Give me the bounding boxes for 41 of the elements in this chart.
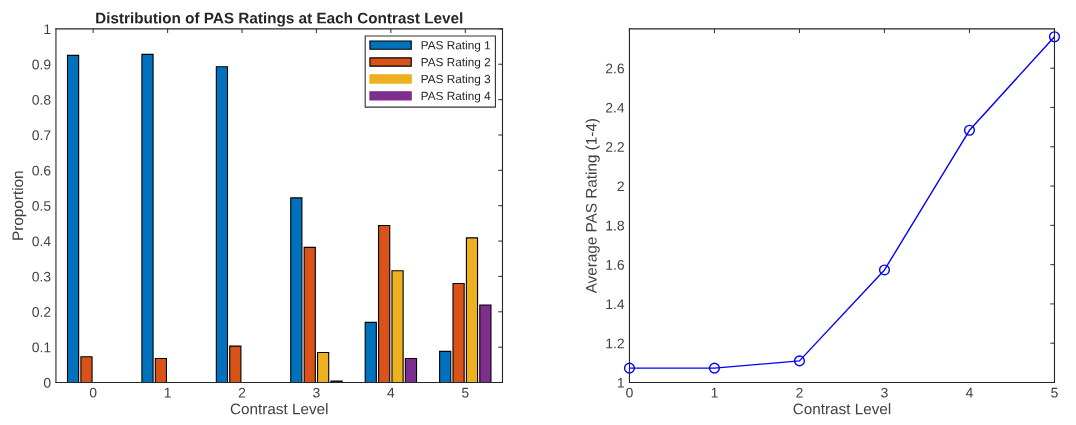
x-tick-label: 0 bbox=[89, 387, 97, 398]
legend-label: PAS Rating 2 bbox=[421, 57, 491, 69]
y-tick-label: 1.6 bbox=[606, 259, 624, 270]
y-tick-label: 2 bbox=[617, 181, 624, 192]
y-tick-label: 0.4 bbox=[32, 236, 51, 247]
y-tick-label: 0.3 bbox=[32, 271, 51, 282]
y-tick-label: 1 bbox=[44, 24, 51, 34]
y-tick-label: 0.1 bbox=[32, 342, 51, 353]
y-tick-label: 1 bbox=[617, 377, 624, 388]
x-tick-label: 2 bbox=[238, 387, 246, 398]
y-tick-label: 0 bbox=[43, 377, 51, 388]
x-axis-title: Contrast Level bbox=[793, 403, 891, 415]
x-tick-label: 4 bbox=[965, 387, 973, 398]
y-tick-label: 2.2 bbox=[605, 142, 624, 152]
x-tick-label: 1 bbox=[164, 387, 171, 398]
y-tick-label: 2.6 bbox=[605, 63, 624, 74]
y-tick-label: 0.5 bbox=[32, 201, 51, 211]
x-tick-label: 3 bbox=[881, 387, 888, 398]
legend-label: PAS Rating 4 bbox=[421, 91, 491, 103]
x-tick-label: 5 bbox=[1051, 387, 1058, 398]
x-tick-label: 5 bbox=[461, 387, 469, 398]
chart-title: Distribution of PAS Ratings at Each Contrast Level bbox=[96, 12, 463, 27]
y-tick-label: 0.7 bbox=[32, 130, 51, 141]
y-tick-label: 1.4 bbox=[606, 299, 625, 309]
x-tick-label: 1 bbox=[711, 387, 718, 398]
legend-label: PAS Rating 3 bbox=[421, 74, 491, 86]
y-tick-label: 1.2 bbox=[606, 338, 624, 349]
legend-label: PAS Rating 1 bbox=[421, 40, 491, 52]
x-tick-label: 0 bbox=[626, 387, 633, 398]
x-tick-label: 3 bbox=[313, 387, 320, 398]
x-tick-label: 4 bbox=[387, 387, 395, 398]
y-tick-label: 1.8 bbox=[606, 220, 624, 231]
y-axis-title: Average PAS Rating (1-4) bbox=[585, 119, 600, 294]
y-tick-label: 0.8 bbox=[32, 94, 51, 105]
y-tick-label: 0.9 bbox=[32, 59, 51, 70]
y-tick-label: 2.4 bbox=[605, 102, 625, 113]
x-tick-label: 2 bbox=[796, 387, 803, 398]
y-tick-label: 0.2 bbox=[32, 307, 51, 317]
x-axis-title: Contrast Level bbox=[230, 403, 328, 415]
y-axis-title: Proportion bbox=[11, 171, 27, 240]
y-tick-label: 0.6 bbox=[32, 165, 51, 176]
